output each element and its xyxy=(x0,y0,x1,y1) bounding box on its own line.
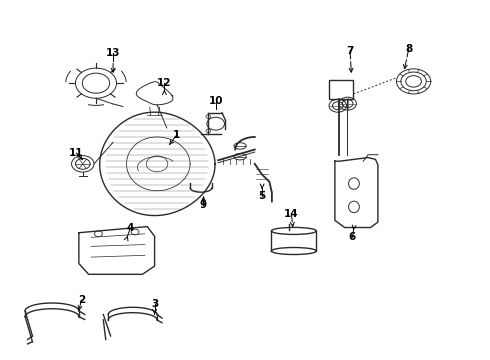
Text: 13: 13 xyxy=(106,48,121,58)
Text: 3: 3 xyxy=(151,299,158,309)
Text: 11: 11 xyxy=(69,148,84,158)
Text: 4: 4 xyxy=(126,224,134,233)
Text: 1: 1 xyxy=(173,130,180,140)
Text: 8: 8 xyxy=(405,44,412,54)
Text: 9: 9 xyxy=(200,200,207,210)
Text: 14: 14 xyxy=(284,209,299,219)
Text: 7: 7 xyxy=(346,46,354,56)
Text: 5: 5 xyxy=(259,191,266,201)
Bar xyxy=(329,80,353,99)
Text: 10: 10 xyxy=(208,96,223,106)
Text: 2: 2 xyxy=(78,295,85,305)
Text: 6: 6 xyxy=(349,232,356,242)
Text: 12: 12 xyxy=(157,78,171,88)
